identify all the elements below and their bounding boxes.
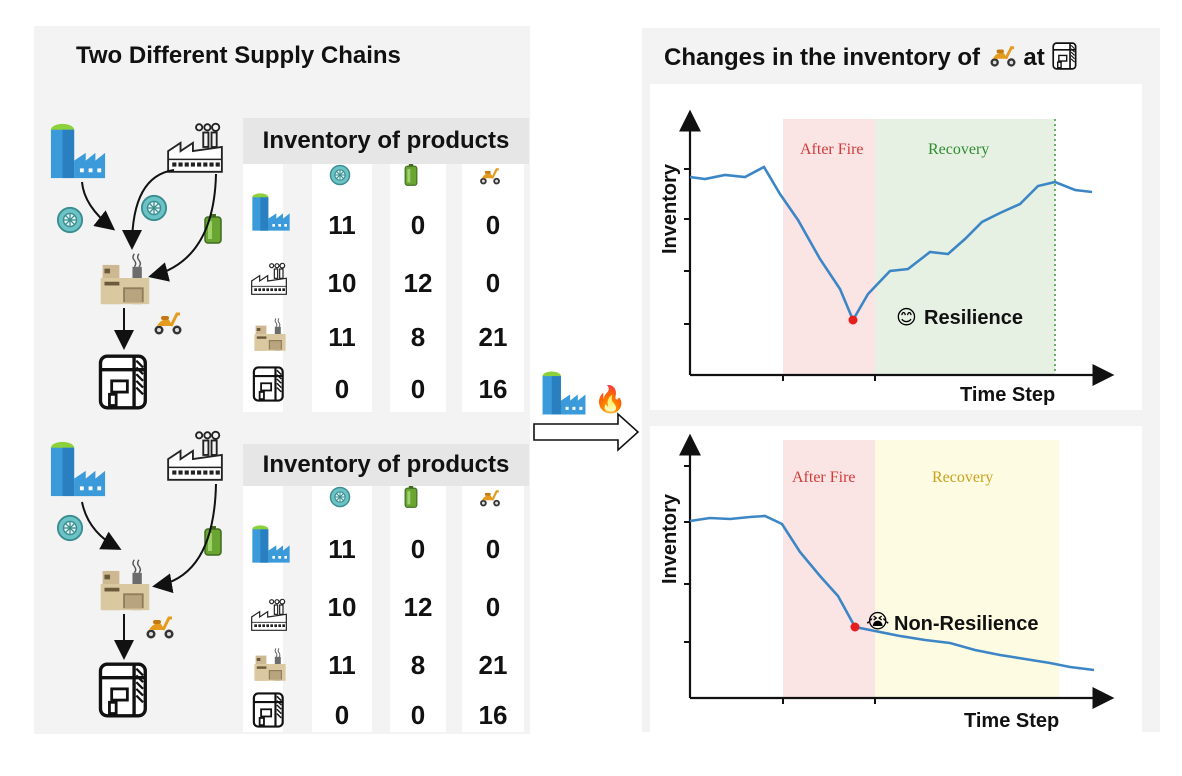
right-title-at: at [1023, 44, 1045, 71]
table-cell: 0 [410, 210, 426, 240]
table-header: Inventory of products [243, 118, 529, 164]
store-icon [1052, 42, 1077, 70]
supplier-icon [542, 371, 586, 415]
recovery-label: Recovery [932, 469, 993, 486]
assembler-icon [253, 647, 287, 682]
scooter-icon [152, 312, 184, 336]
table-cell: 0 [334, 374, 350, 404]
table-cell: 0 [410, 534, 426, 564]
after-fire-region [783, 440, 875, 698]
after-fire-region [783, 119, 875, 375]
y-axis-label: Inventory [659, 493, 681, 584]
table-cell: 8 [410, 322, 426, 352]
top-chain-svg [50, 122, 223, 410]
store-icon [98, 354, 147, 410]
table-cell: 11 [328, 322, 356, 352]
event-arrow [533, 412, 640, 452]
min-point [850, 622, 860, 632]
supplier-icon [50, 441, 106, 497]
cry-icon: 😭 [866, 611, 889, 633]
y-axis-label: Inventory [659, 163, 681, 254]
table-cell: 0 [485, 534, 501, 564]
min-point [848, 315, 858, 325]
store-icon [252, 366, 284, 402]
after-fire-label: After Fire [792, 469, 856, 486]
tire-icon [56, 206, 84, 234]
table-cell: 11 [328, 210, 356, 240]
right-title: Changes in the inventory of at [664, 42, 1079, 72]
non-resilience-label: Non-Resilience [894, 613, 1038, 635]
x-axis-label: Time Step [964, 710, 1059, 732]
table-cell: 11 [328, 534, 356, 564]
table-cell: 0 [410, 374, 426, 404]
inventory-line [689, 165, 1093, 323]
table-cell: 21 [478, 650, 508, 680]
left-title: Two Different Supply Chains [76, 42, 401, 69]
recovery-label: Recovery [928, 141, 989, 158]
table-cell: 0 [410, 700, 426, 730]
table-cell: 10 [327, 592, 357, 622]
table-cell: 16 [478, 700, 508, 730]
table-cell: 12 [403, 592, 433, 622]
supplier-icon [252, 193, 290, 231]
factory-icon [167, 430, 223, 481]
battery-icon [204, 214, 222, 244]
after-fire-label: After Fire [800, 141, 864, 158]
table-cell: 0 [485, 210, 501, 240]
x-axis-label: Time Step [960, 384, 1055, 406]
store-icon [252, 692, 284, 728]
table-cell: 12 [403, 268, 433, 298]
top-chart: After Fire Recovery 😊 Resilience Time St… [659, 109, 1115, 406]
store-icon [98, 662, 147, 718]
battery-icon [404, 164, 418, 186]
scooter-icon [988, 46, 1017, 68]
table-cell: 0 [485, 592, 501, 622]
bottom-chain-svg [50, 430, 223, 718]
table-cell: 16 [478, 374, 508, 404]
tire-icon [56, 514, 84, 542]
resilience-label: Resilience [924, 307, 1023, 329]
table-header: Inventory of products [243, 444, 529, 486]
scooter-icon [479, 490, 501, 508]
table-cell: 0 [485, 268, 501, 298]
recovery-region [875, 119, 1055, 375]
inventory-line [689, 514, 1095, 672]
supplier-icon [50, 123, 106, 179]
table-cell: 8 [410, 650, 426, 680]
assembler-icon [100, 253, 150, 305]
recovery-region [875, 440, 1059, 698]
assembler-icon [100, 559, 150, 611]
right-title-text: Changes in the inventory of [664, 44, 981, 71]
factory-icon [251, 598, 287, 631]
tire-icon [329, 164, 351, 186]
table-cell: 0 [334, 700, 350, 730]
tire-icon [140, 194, 168, 222]
scooter-icon [144, 616, 176, 640]
factory-icon [167, 122, 223, 173]
assembler-icon [253, 317, 287, 352]
bottom-chart: After Fire Recovery 😭 Non-Resilience Tim… [659, 433, 1115, 732]
table-cell: 21 [478, 322, 508, 352]
factory-icon [251, 262, 287, 295]
fire-icon: 🔥 [594, 384, 627, 414]
supplier-icon [252, 525, 290, 563]
table-cell: 11 [328, 650, 356, 680]
smile-icon: 😊 [896, 307, 917, 329]
scooter-icon [479, 168, 501, 186]
tire-icon [329, 486, 351, 508]
event-supplier [542, 371, 586, 415]
battery-icon [404, 486, 418, 508]
table-cell: 10 [327, 268, 357, 298]
